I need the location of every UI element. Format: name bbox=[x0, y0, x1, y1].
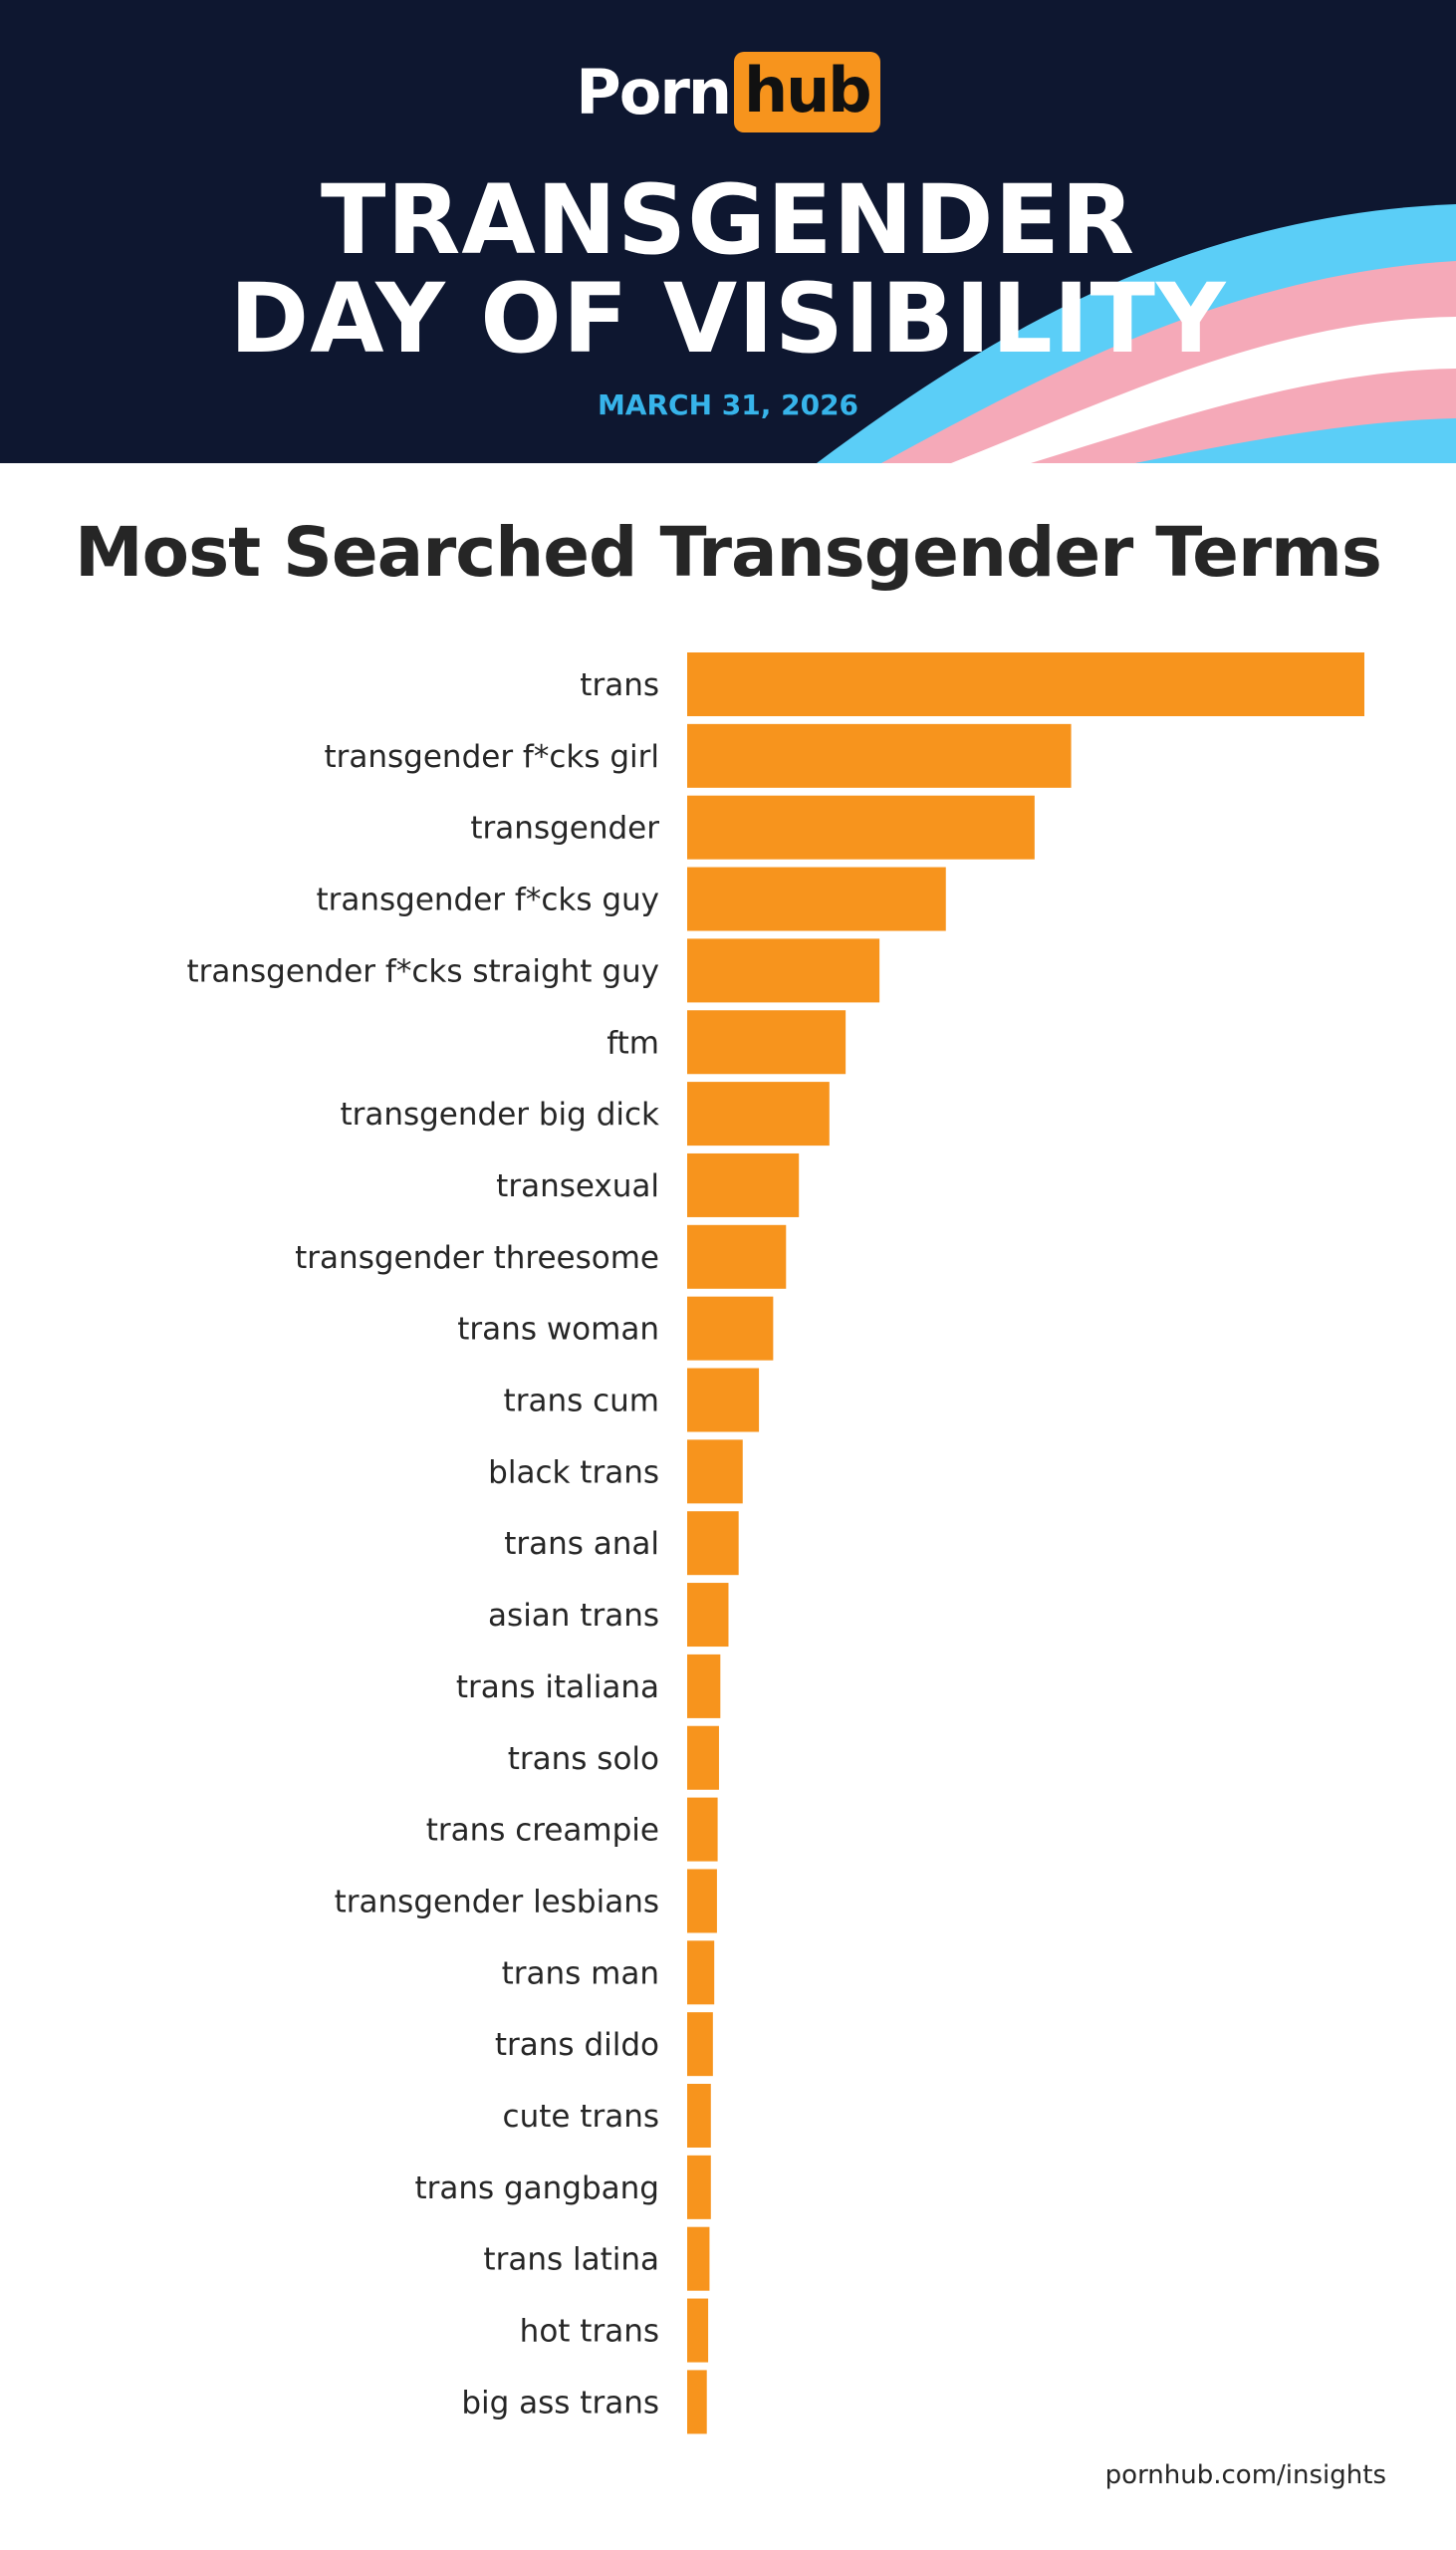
trans-flag-waves bbox=[817, 204, 1456, 463]
category-label: trans italiana bbox=[456, 1669, 659, 1705]
bar-14 bbox=[687, 1654, 721, 1718]
bar-9 bbox=[687, 1296, 774, 1361]
bar-16 bbox=[687, 1797, 718, 1862]
category-label: big ass trans bbox=[461, 2385, 659, 2421]
category-label: ftm bbox=[607, 1025, 659, 1061]
bar-2 bbox=[687, 795, 1035, 860]
category-label: transgender threesome bbox=[295, 1240, 659, 1276]
category-label: transexual bbox=[496, 1168, 659, 1204]
bar-19 bbox=[687, 2012, 713, 2077]
bar-chart: trans transgender f*cks girl transgender tr… bbox=[186, 652, 1364, 2434]
brand-logo: Porn hub bbox=[0, 52, 1456, 132]
bar-6 bbox=[687, 1082, 830, 1147]
logo-text-left: Porn bbox=[576, 56, 732, 128]
headline-line-2: DAY OF VISIBILITY bbox=[229, 263, 1227, 375]
category-label: hot trans bbox=[520, 2314, 659, 2350]
chart-title: Most Searched Transgender Terms bbox=[75, 513, 1382, 593]
category-label: trans gangbang bbox=[414, 2170, 659, 2206]
category-label: transgender lesbians bbox=[335, 1884, 659, 1919]
header-banner: Porn hub TRANSGENDER DAY OF VISIBILITY M… bbox=[0, 0, 1456, 463]
bar-0 bbox=[687, 652, 1364, 716]
bar-23 bbox=[687, 2298, 709, 2363]
category-label: trans latina bbox=[483, 2242, 659, 2278]
bar-1 bbox=[687, 723, 1072, 788]
bar-13 bbox=[687, 1583, 729, 1648]
bar-18 bbox=[687, 1940, 715, 2005]
bar-20 bbox=[687, 2084, 711, 2148]
bar-21 bbox=[687, 2155, 711, 2219]
bar-11 bbox=[687, 1439, 743, 1504]
category-label: cute trans bbox=[503, 2099, 659, 2135]
category-label: transgender f*cks guy bbox=[316, 883, 659, 918]
logo-text-right: hub bbox=[734, 52, 880, 132]
bar-7 bbox=[687, 1152, 800, 1217]
category-label: trans cum bbox=[504, 1384, 659, 1419]
headline-line-1: TRANSGENDER bbox=[320, 164, 1136, 276]
flag-stripe-blue-inner bbox=[1135, 418, 1456, 463]
bar-17 bbox=[687, 1869, 717, 1933]
bar-4 bbox=[687, 938, 880, 1003]
bar-15 bbox=[687, 1725, 719, 1790]
bar-12 bbox=[687, 1511, 739, 1576]
bar-24 bbox=[687, 2370, 707, 2434]
category-label: trans dildo bbox=[495, 2027, 659, 2063]
category-label: transgender f*cks girl bbox=[324, 739, 659, 775]
category-label: transgender big dick bbox=[340, 1097, 659, 1133]
category-label: trans man bbox=[502, 1955, 659, 1991]
category-label: trans creampie bbox=[426, 1813, 659, 1849]
category-label: transgender f*cks straight guy bbox=[186, 953, 659, 989]
bar-8 bbox=[687, 1224, 787, 1289]
category-label: trans woman bbox=[457, 1312, 659, 1348]
bar-5 bbox=[687, 1010, 847, 1075]
category-label: asian trans bbox=[488, 1598, 659, 1634]
category-label: trans bbox=[580, 667, 659, 703]
bar-22 bbox=[687, 2226, 710, 2291]
source-link[interactable]: pornhub.com/insights bbox=[1104, 2460, 1386, 2490]
category-label: trans solo bbox=[508, 1741, 659, 1777]
category-label: transgender bbox=[470, 811, 659, 847]
event-date: MARCH 31, 2026 bbox=[597, 388, 859, 421]
bar-10 bbox=[687, 1368, 760, 1432]
category-label: trans anal bbox=[504, 1526, 659, 1562]
bar-3 bbox=[687, 867, 946, 931]
category-label: black trans bbox=[488, 1454, 659, 1490]
